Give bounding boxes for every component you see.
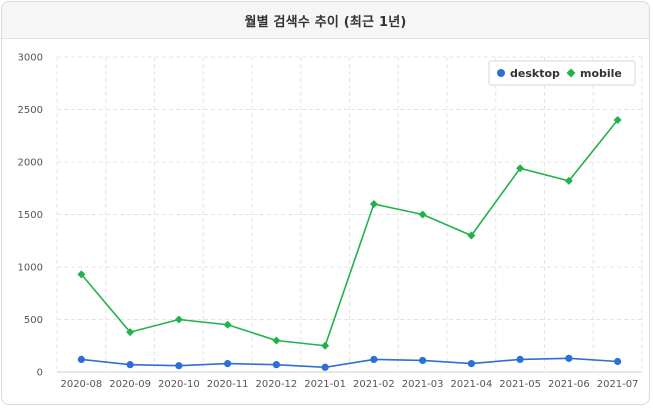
x-tick-label: 2020-11 — [207, 379, 249, 390]
x-tick-label: 2021-07 — [597, 379, 639, 390]
data-point-mobile[interactable] — [369, 200, 378, 208]
data-point-mobile[interactable] — [418, 210, 427, 219]
y-tick-label: 1500 — [18, 210, 43, 221]
legend-label-mobile[interactable]: mobile — [580, 67, 622, 80]
line-chart: 0 500 1000 1500 2000 2500 3000 2020-08 2020-09 20… — [18, 53, 643, 391]
x-tick-label: 2021-06 — [548, 379, 590, 390]
grid-layer — [56, 56, 643, 373]
data-point-mobile[interactable] — [564, 176, 573, 185]
data-point-mobile[interactable] — [321, 341, 330, 350]
chart-header: 월별 검색수 추이 (최근 1년) — [2, 2, 649, 39]
data-point-desktop[interactable] — [565, 354, 573, 362]
data-point-mobile[interactable] — [272, 336, 281, 345]
y-tick-label: 2000 — [18, 158, 43, 169]
legend-box — [488, 60, 636, 86]
legend-label-desktop[interactable]: desktop — [510, 67, 560, 80]
data-point-desktop[interactable] — [126, 361, 134, 369]
x-tick-label: 2020-09 — [109, 379, 151, 390]
x-tick-label: 2020-12 — [255, 379, 297, 390]
y-tick-label: 2500 — [18, 105, 43, 116]
data-point-desktop[interactable] — [370, 355, 378, 363]
data-point-desktop[interactable] — [321, 363, 329, 371]
series-layer — [77, 116, 622, 371]
data-point-mobile[interactable] — [174, 315, 183, 324]
legend: desktop mobile — [488, 60, 636, 86]
chart-title: 월별 검색수 추이 (최근 1년) — [244, 14, 407, 30]
data-point-mobile[interactable] — [467, 231, 476, 240]
data-point-desktop[interactable] — [224, 360, 232, 368]
x-tick-label: 2020-08 — [60, 379, 102, 390]
y-tick-label: 1000 — [18, 263, 43, 274]
y-tick-label: 500 — [24, 315, 43, 326]
x-tick-label: 2021-05 — [499, 379, 541, 390]
x-tick-label: 2021-02 — [353, 379, 395, 390]
data-point-desktop[interactable] — [614, 357, 622, 366]
axis-layer: 0 500 1000 1500 2000 2500 3000 2020-08 2020-09 20… — [18, 53, 639, 391]
y-tick-label: 0 — [37, 368, 43, 379]
data-point-desktop[interactable] — [516, 355, 524, 363]
x-tick-label: 2021-03 — [402, 379, 444, 390]
x-tick-label: 2020-10 — [158, 379, 200, 390]
data-point-desktop[interactable] — [467, 360, 475, 368]
series-line-desktop — [81, 357, 618, 369]
legend-marker-desktop — [497, 69, 505, 77]
x-tick-label: 2021-04 — [450, 379, 492, 390]
y-tick-label: 3000 — [18, 53, 43, 64]
series-line-mobile — [80, 119, 619, 347]
data-point-desktop[interactable] — [175, 362, 183, 370]
data-point-desktop[interactable] — [272, 361, 280, 369]
data-point-desktop[interactable] — [419, 356, 427, 365]
x-tick-label: 2021-01 — [304, 379, 346, 390]
data-point-mobile[interactable] — [613, 116, 622, 124]
data-point-mobile[interactable] — [516, 164, 525, 173]
data-point-mobile[interactable] — [77, 270, 86, 279]
legend-marker-mobile — [566, 68, 576, 78]
data-point-mobile[interactable] — [223, 320, 232, 329]
data-point-mobile[interactable] — [126, 328, 135, 337]
data-point-desktop[interactable] — [77, 355, 85, 363]
